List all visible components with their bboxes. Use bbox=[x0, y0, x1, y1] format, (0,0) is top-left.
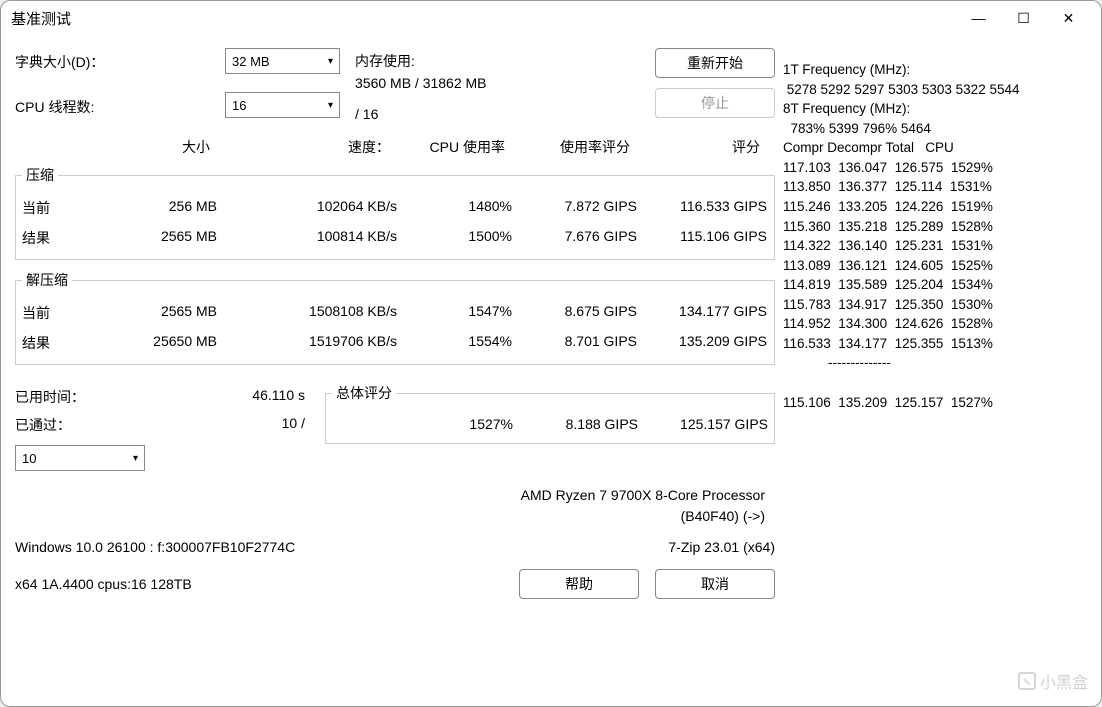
hdr-speed: 速度： bbox=[210, 137, 390, 157]
dict-size-label: 字典大小(D)： bbox=[15, 52, 215, 72]
left-panel: 字典大小(D)： CPU 线程数: 32 MB ▾ 16 ▾ 内存使用: 356… bbox=[15, 40, 775, 696]
chevron-down-icon: ▾ bbox=[328, 56, 333, 67]
table-header: 大小 速度： CPU 使用率 使用率评分 评分 bbox=[15, 137, 775, 161]
watermark: 小黑盒 bbox=[1018, 669, 1088, 693]
decompress-current-row: 当前 2565 MB 1508108 KB/s 1547% 8.675 GIPS… bbox=[22, 298, 768, 328]
chevron-down-icon: ▾ bbox=[328, 100, 333, 111]
hdr-cpu: CPU 使用率 bbox=[390, 137, 505, 157]
minimize-button[interactable]: — bbox=[956, 3, 1001, 33]
elapsed-value: 46.110 s bbox=[252, 387, 305, 407]
restart-button[interactable]: 重新开始 bbox=[655, 48, 775, 78]
app-info: 7-Zip 23.01 (x64) bbox=[668, 539, 775, 555]
arch-info: x64 1A.4400 cpus:16 128TB bbox=[15, 576, 192, 592]
maximize-button[interactable]: ☐ bbox=[1001, 3, 1046, 33]
chevron-down-icon: ▾ bbox=[133, 453, 138, 464]
passed-label: 已通过： bbox=[15, 415, 71, 435]
cancel-button[interactable]: 取消 bbox=[655, 569, 775, 599]
memory-label: 内存使用: bbox=[355, 50, 555, 72]
results-area: 大小 速度： CPU 使用率 使用率评分 评分 压缩 当前 256 MB 102… bbox=[15, 137, 775, 375]
threads-value: 16 bbox=[232, 98, 246, 113]
hdr-score: 评分 bbox=[630, 137, 760, 157]
compress-result-row: 结果 2565 MB 100814 KB/s 1500% 7.676 GIPS … bbox=[22, 223, 768, 253]
decompress-result-row: 结果 25650 MB 1519706 KB/s 1554% 8.701 GIP… bbox=[22, 328, 768, 358]
compress-group: 压缩 当前 256 MB 102064 KB/s 1480% 7.872 GIP… bbox=[15, 165, 775, 260]
threads-max: / 16 bbox=[355, 103, 555, 125]
benchmark-window: 基准测试 — ☐ ✕ 字典大小(D)： CPU 线程数: 32 MB ▾ 16 bbox=[0, 0, 1102, 707]
os-info: Windows 10.0 26100 : f:300007FB10F2774C bbox=[15, 539, 295, 555]
threads-select[interactable]: 16 ▾ bbox=[225, 92, 340, 118]
close-button[interactable]: ✕ bbox=[1046, 3, 1091, 33]
cpu-name: AMD Ryzen 7 9700X 8-Core Processor bbox=[15, 485, 765, 506]
elapsed-label: 已用时间： bbox=[15, 387, 85, 407]
overall-group: 总体评分 1527% 8.188 GIPS 125.157 GIPS bbox=[325, 383, 775, 444]
hdr-size: 大小 bbox=[85, 137, 210, 157]
decompress-legend: 解压缩 bbox=[22, 270, 72, 290]
hdr-rating: 使用率评分 bbox=[505, 137, 630, 157]
dict-size-select[interactable]: 32 MB ▾ bbox=[225, 48, 340, 74]
content: 字典大小(D)： CPU 线程数: 32 MB ▾ 16 ▾ 内存使用: 356… bbox=[1, 35, 1101, 706]
overall-legend: 总体评分 bbox=[332, 383, 396, 403]
passes-select[interactable]: 10 ▾ bbox=[15, 445, 145, 471]
threads-label: CPU 线程数: bbox=[15, 97, 215, 117]
controls-row: 字典大小(D)： CPU 线程数: 32 MB ▾ 16 ▾ 内存使用: 356… bbox=[15, 40, 775, 125]
stop-button[interactable]: 停止 bbox=[655, 88, 775, 118]
titlebar: 基准测试 — ☐ ✕ bbox=[1, 1, 1101, 35]
window-title: 基准测试 bbox=[11, 8, 956, 29]
summary-row: 已用时间： 46.110 s 已通过： 10 / 10 ▾ 总体评分 bbox=[15, 383, 775, 471]
overall-row: 1527% 8.188 GIPS 125.157 GIPS bbox=[332, 411, 768, 437]
dict-size-value: 32 MB bbox=[232, 54, 270, 69]
memory-value: 3560 MB / 31862 MB bbox=[355, 72, 555, 94]
compress-current-row: 当前 256 MB 102064 KB/s 1480% 7.872 GIPS 1… bbox=[22, 193, 768, 223]
stats-panel: 1T Frequency (MHz): 5278 5292 5297 5303 … bbox=[783, 40, 1087, 696]
decompress-group: 解压缩 当前 2565 MB 1508108 KB/s 1547% 8.675 … bbox=[15, 270, 775, 365]
help-button[interactable]: 帮助 bbox=[519, 569, 639, 599]
watermark-icon bbox=[1018, 672, 1036, 690]
footer: AMD Ryzen 7 9700X 8-Core Processor (B40F… bbox=[15, 485, 775, 599]
cpu-code: (B40F40) (->) bbox=[15, 506, 765, 527]
compress-legend: 压缩 bbox=[22, 165, 58, 185]
passed-value: 10 / bbox=[282, 415, 305, 435]
